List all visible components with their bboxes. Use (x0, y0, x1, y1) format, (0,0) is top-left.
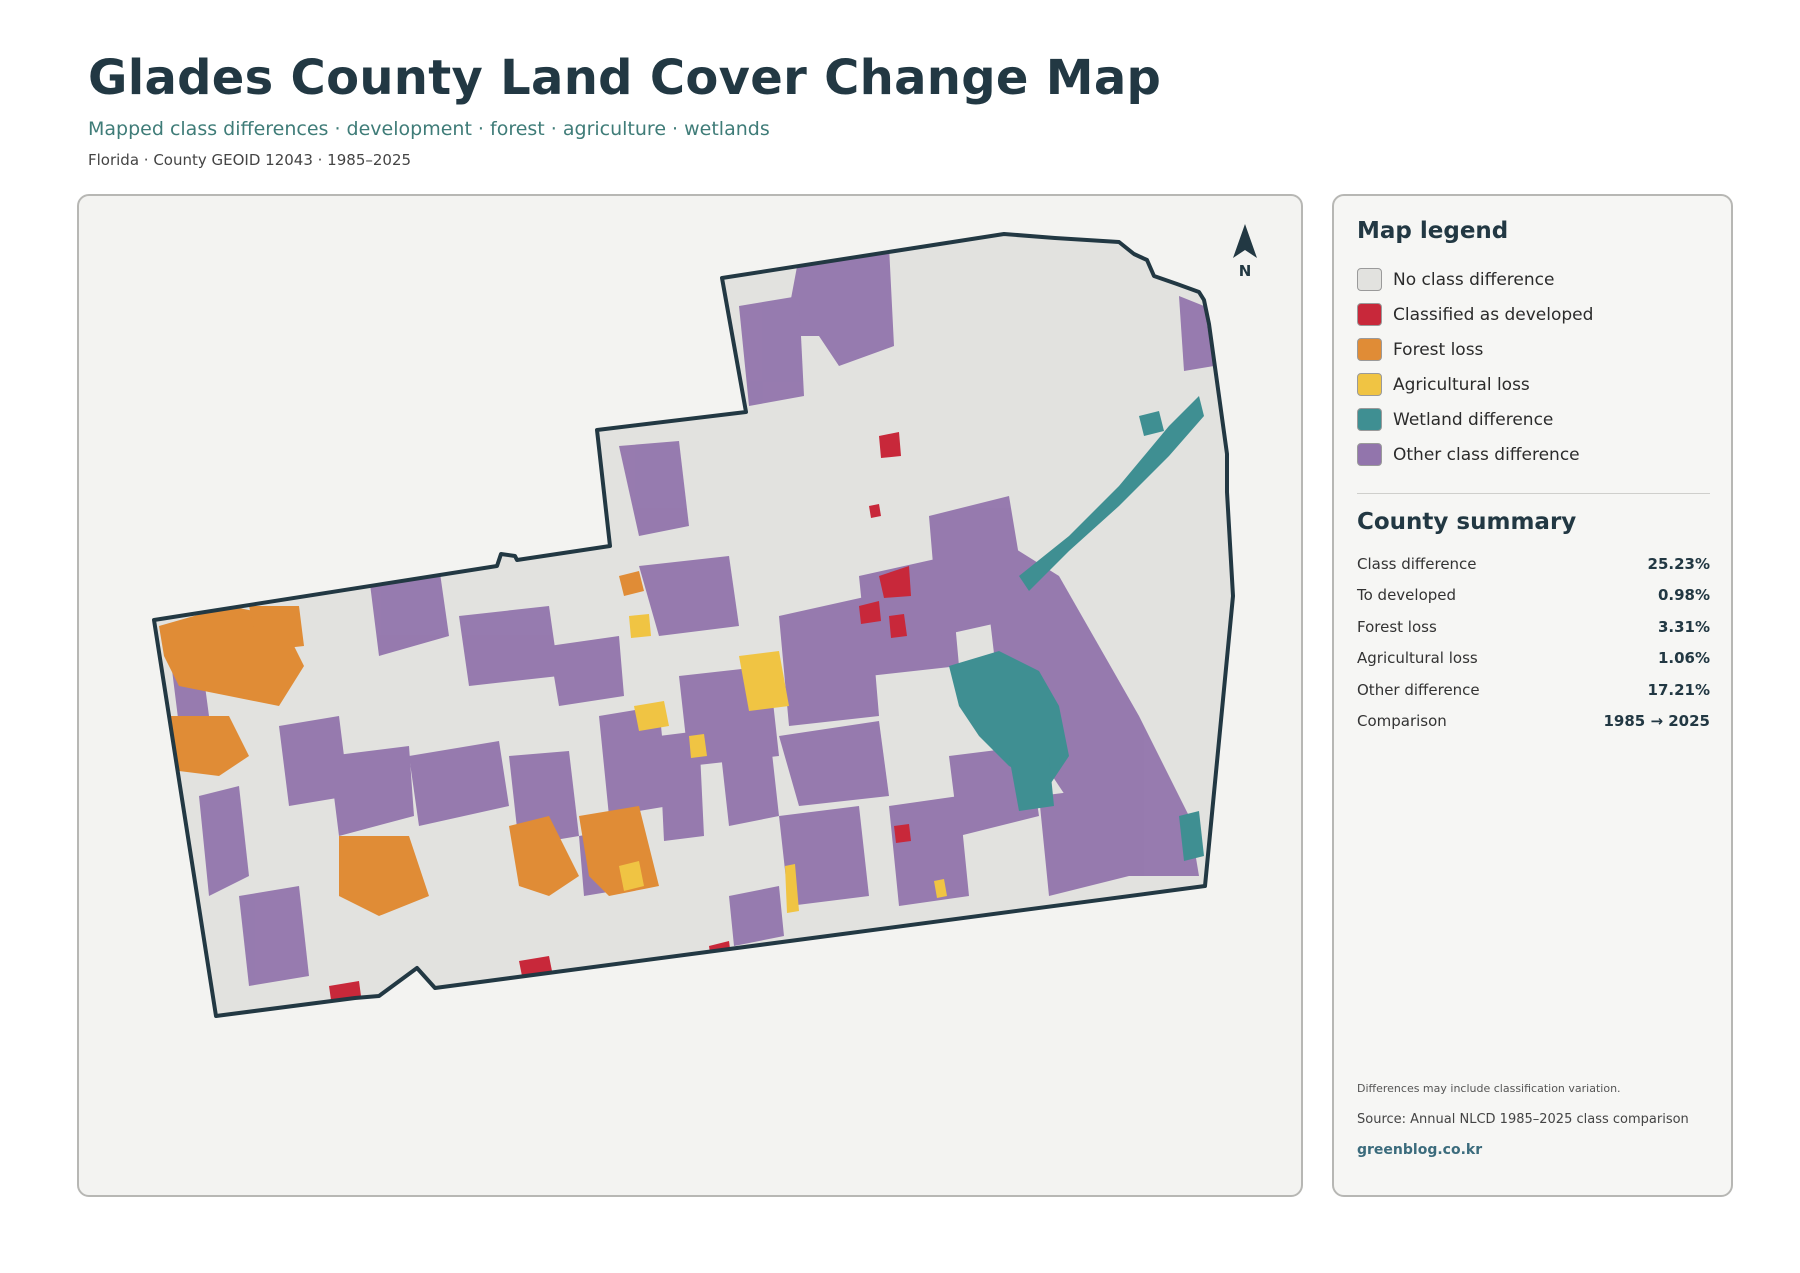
site-link[interactable]: greenblog.co.kr (1357, 1142, 1483, 1158)
legend-swatch (1357, 338, 1382, 361)
footnote: Differences may include classification v… (1357, 1082, 1621, 1095)
legend-item: No class difference (1357, 262, 1593, 297)
summary-row: To developed 0.98% (1357, 580, 1710, 612)
summary-value: 3.31% (1657, 617, 1710, 636)
legend-label: No class difference (1393, 269, 1555, 290)
summary-row: Other difference 17.21% (1357, 674, 1710, 706)
agricultural-loss-patches (619, 614, 947, 913)
summary-row: Class difference 25.23% (1357, 548, 1710, 580)
summary-label: Comparison (1357, 712, 1447, 731)
summary-row: Agricultural loss 1.06% (1357, 643, 1710, 675)
summary-row: Comparison 1985 → 2025 (1357, 706, 1710, 738)
summary-label: Class difference (1357, 554, 1477, 573)
legend-swatch (1357, 373, 1382, 396)
county-map[interactable] (79, 196, 1303, 1197)
summary-value: 25.23% (1647, 554, 1710, 573)
summary-table: Class difference 25.23% To developed 0.98% F… (1357, 548, 1710, 737)
legend-label: Agricultural loss (1393, 374, 1530, 395)
legend-swatch (1357, 268, 1382, 291)
north-label: N (1238, 262, 1252, 280)
legend-title: Map legend (1357, 218, 1509, 244)
legend-label: Classified as developed (1393, 304, 1594, 325)
legend-item: Other class difference (1357, 437, 1593, 472)
divider (1357, 493, 1710, 494)
legend-swatch (1357, 443, 1382, 466)
header: Glades County Land Cover Change Map Mapp… (88, 46, 1488, 170)
legend-label: Other class difference (1393, 444, 1580, 465)
side-panel: Map legend No class difference Classified… (1332, 194, 1733, 1197)
legend-label: Forest loss (1393, 339, 1484, 360)
summary-label: Forest loss (1357, 617, 1437, 636)
source-note: Source: Annual NLCD 1985–2025 class comp… (1357, 1112, 1689, 1127)
legend-item: Forest loss (1357, 332, 1593, 367)
summary-label: Other difference (1357, 680, 1480, 699)
summary-value: 17.21% (1647, 680, 1710, 699)
summary-row: Forest loss 3.31% (1357, 611, 1710, 643)
summary-label: Agricultural loss (1357, 649, 1478, 668)
summary-label: To developed (1357, 586, 1457, 605)
page-subtitle: Mapped class differences · development ·… (88, 118, 770, 140)
legend-list: No class difference Classified as develop… (1357, 262, 1593, 472)
legend-swatch (1357, 303, 1382, 326)
wetland-difference-patches (949, 396, 1204, 861)
page-title: Glades County Land Cover Change Map (88, 50, 1162, 106)
legend-label: Wetland difference (1393, 409, 1554, 430)
summary-value: 1.06% (1657, 649, 1710, 668)
summary-value: 1985 → 2025 (1603, 712, 1710, 731)
north-arrow: N (1233, 224, 1273, 284)
north-arrow-icon (1233, 224, 1257, 258)
legend-item: Wetland difference (1357, 402, 1593, 437)
page-meta: Florida · County GEOID 12043 · 1985–2025 (88, 151, 412, 169)
map-panel[interactable]: N (77, 194, 1303, 1197)
forest-loss-patches (159, 571, 659, 916)
change-patches (159, 246, 1214, 1000)
legend-item: Classified as developed (1357, 297, 1593, 332)
legend-item: Agricultural loss (1357, 367, 1593, 402)
legend-swatch (1357, 408, 1382, 431)
summary-value: 0.98% (1657, 586, 1710, 605)
summary-title: County summary (1357, 509, 1577, 535)
